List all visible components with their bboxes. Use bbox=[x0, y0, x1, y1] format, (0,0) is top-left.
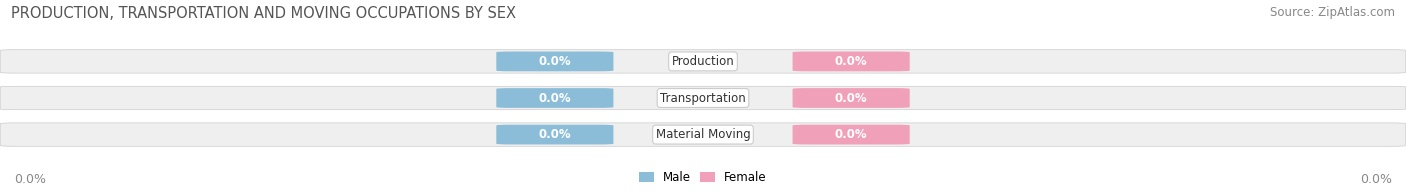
FancyBboxPatch shape bbox=[793, 52, 910, 71]
FancyBboxPatch shape bbox=[496, 88, 613, 108]
Text: Source: ZipAtlas.com: Source: ZipAtlas.com bbox=[1270, 6, 1395, 19]
Text: Production: Production bbox=[672, 55, 734, 68]
FancyBboxPatch shape bbox=[793, 88, 910, 108]
Text: 0.0%: 0.0% bbox=[835, 128, 868, 141]
Legend: Male, Female: Male, Female bbox=[634, 166, 772, 189]
FancyBboxPatch shape bbox=[0, 86, 1406, 110]
FancyBboxPatch shape bbox=[0, 50, 1406, 73]
Text: 0.0%: 0.0% bbox=[14, 173, 46, 186]
Text: Transportation: Transportation bbox=[661, 92, 745, 104]
Text: 0.0%: 0.0% bbox=[538, 92, 571, 104]
FancyBboxPatch shape bbox=[793, 125, 910, 144]
Text: 0.0%: 0.0% bbox=[1360, 173, 1392, 186]
FancyBboxPatch shape bbox=[0, 123, 1406, 146]
Text: 0.0%: 0.0% bbox=[538, 128, 571, 141]
Text: Material Moving: Material Moving bbox=[655, 128, 751, 141]
Text: 0.0%: 0.0% bbox=[835, 55, 868, 68]
Text: PRODUCTION, TRANSPORTATION AND MOVING OCCUPATIONS BY SEX: PRODUCTION, TRANSPORTATION AND MOVING OC… bbox=[11, 6, 516, 21]
FancyBboxPatch shape bbox=[496, 125, 613, 144]
Text: 0.0%: 0.0% bbox=[538, 55, 571, 68]
Text: 0.0%: 0.0% bbox=[835, 92, 868, 104]
FancyBboxPatch shape bbox=[496, 52, 613, 71]
